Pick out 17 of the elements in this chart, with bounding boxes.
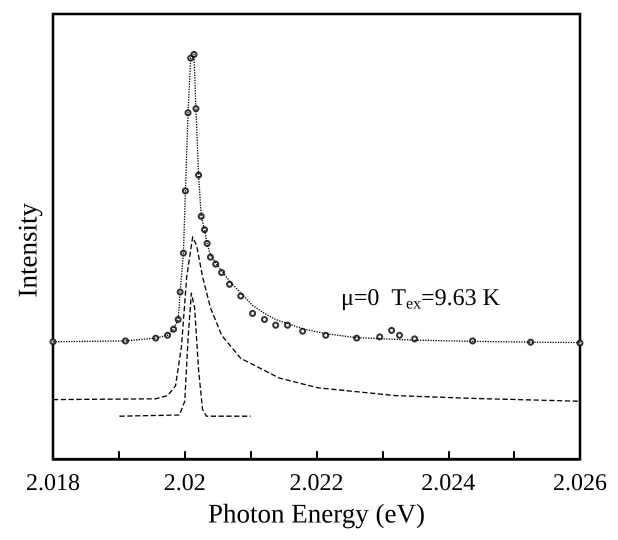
x-tick-label: 2.022 <box>290 470 344 496</box>
point <box>396 332 404 339</box>
point <box>249 310 256 317</box>
x-axis-title: Photon Energy (eV) <box>208 498 425 528</box>
point <box>376 333 384 340</box>
point <box>237 292 244 300</box>
point <box>226 280 234 288</box>
point <box>272 322 280 329</box>
point <box>388 326 396 334</box>
x-tick-label: 2.024 <box>421 470 476 496</box>
point <box>576 339 584 346</box>
point <box>299 328 306 335</box>
point <box>260 316 268 323</box>
x-tick-label: 2.026 <box>553 470 607 496</box>
x-tick-label: 2.02 <box>164 470 206 496</box>
y-axis-title: Intensity <box>12 202 42 298</box>
x-tick-label: 2.018 <box>26 470 80 496</box>
